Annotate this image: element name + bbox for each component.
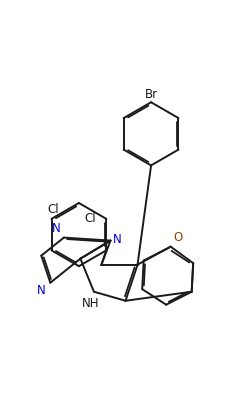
Text: NH: NH — [82, 297, 100, 310]
Text: Cl: Cl — [47, 203, 59, 216]
Text: Br: Br — [144, 88, 158, 101]
Text: Cl: Cl — [84, 212, 96, 225]
Text: N: N — [52, 222, 61, 235]
Text: O: O — [173, 231, 182, 244]
Text: N: N — [113, 232, 122, 246]
Text: N: N — [37, 284, 46, 297]
